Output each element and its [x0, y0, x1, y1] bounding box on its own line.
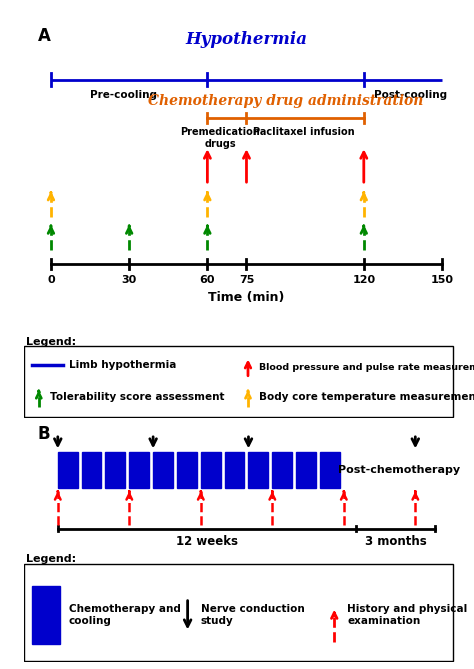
Text: 12 weeks: 12 weeks: [176, 535, 238, 548]
Text: Nerve conduction
study: Nerve conduction study: [201, 604, 304, 626]
Bar: [177, 452, 197, 488]
Text: Body core temperature measurement: Body core temperature measurement: [259, 392, 474, 402]
Bar: [272, 452, 292, 488]
Text: Legend:: Legend:: [26, 337, 76, 347]
Text: Time (min): Time (min): [208, 290, 285, 304]
Bar: [129, 452, 149, 488]
Bar: [153, 452, 173, 488]
Text: 30: 30: [121, 275, 137, 285]
Bar: [296, 452, 316, 488]
Bar: [248, 452, 268, 488]
Text: 60: 60: [200, 275, 215, 285]
Text: Legend:: Legend:: [26, 554, 76, 564]
Text: Pre-cooling: Pre-cooling: [91, 90, 157, 100]
Bar: [320, 452, 340, 488]
Text: 120: 120: [352, 275, 375, 285]
Text: B: B: [38, 425, 51, 443]
Text: Chemotherapy and
cooling: Chemotherapy and cooling: [69, 604, 181, 626]
Text: 3 months: 3 months: [365, 535, 426, 548]
Bar: [82, 452, 101, 488]
Text: A: A: [38, 27, 51, 45]
Text: 0: 0: [47, 275, 55, 285]
Bar: [58, 452, 78, 488]
Bar: [32, 586, 60, 644]
Bar: [225, 452, 245, 488]
Text: History and physical
examination: History and physical examination: [347, 604, 467, 626]
Text: Tolerability score assessment: Tolerability score assessment: [50, 392, 224, 402]
Text: Paclitaxel infusion: Paclitaxel infusion: [253, 127, 355, 137]
Text: 150: 150: [430, 275, 454, 285]
Bar: [105, 452, 125, 488]
Text: 75: 75: [239, 275, 254, 285]
Text: Post-chemotherapy: Post-chemotherapy: [338, 465, 460, 475]
Text: Hypothermia: Hypothermia: [185, 31, 308, 47]
Text: Limb hypothermia: Limb hypothermia: [69, 361, 176, 371]
Text: Post-cooling: Post-cooling: [374, 90, 447, 100]
Text: Blood pressure and pulse rate measurement: Blood pressure and pulse rate measuremen…: [259, 363, 474, 372]
Text: Premedication
drugs: Premedication drugs: [181, 127, 260, 149]
Text: Chemotherapy drug administration: Chemotherapy drug administration: [148, 94, 423, 108]
Bar: [201, 452, 221, 488]
